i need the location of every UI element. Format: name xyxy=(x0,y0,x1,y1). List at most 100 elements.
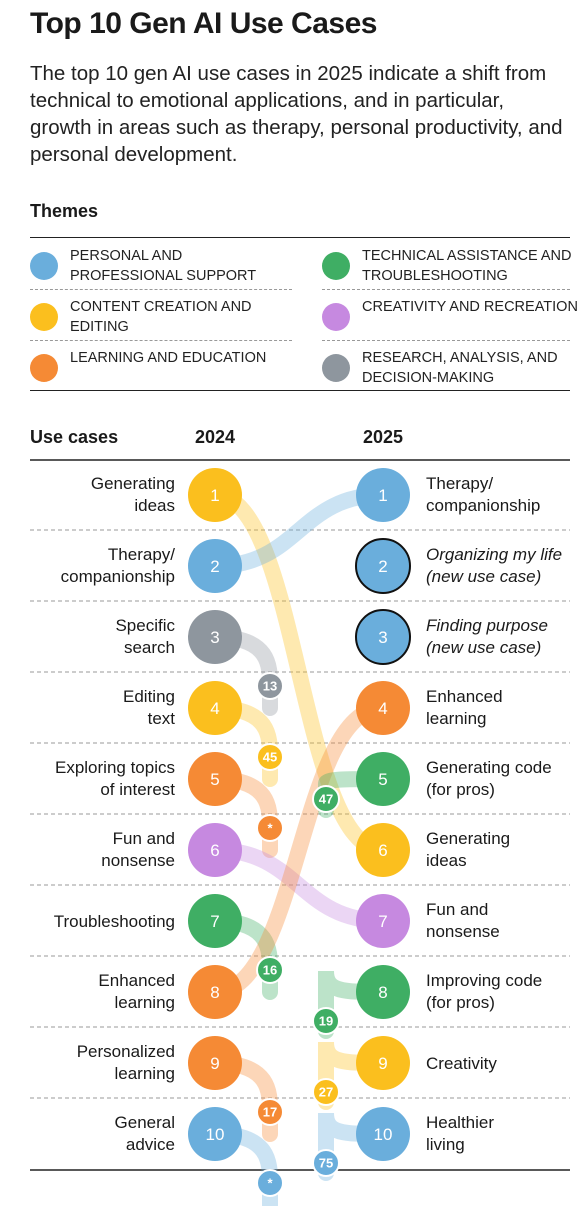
use-cases-slope-chart: Use cases 2024 20251345*1617*471927751Gene… xyxy=(30,427,570,1206)
rank-2025-badge-4 xyxy=(256,743,284,771)
legend-label-research: Research, analysis, and decision-making xyxy=(362,350,558,386)
use-case-2024-label: Editing xyxy=(123,687,175,706)
legend-label-personal: Personal and professional support xyxy=(70,248,257,284)
use-case-2025-label: Fun and xyxy=(426,900,488,919)
use-case-2025-label: (new use case) xyxy=(426,638,541,657)
rank-2025-circle-3 xyxy=(355,609,411,665)
legend-item-research: Research, analysis, and decision-making xyxy=(322,342,584,392)
rank-2025-circle-2 xyxy=(355,538,411,594)
rank-2024-circle-10 xyxy=(188,1107,242,1161)
rank-2025-number-9: 9 xyxy=(378,1054,387,1073)
rank-2024-circle-3 xyxy=(188,610,242,664)
use-case-2025-label: Generating xyxy=(426,829,510,848)
rank-2025-badge-label-3: 13 xyxy=(263,679,277,694)
rank-2025-badge-label-10: * xyxy=(267,1176,273,1191)
rank-2025-badge-label-4: 45 xyxy=(263,750,277,765)
rank-2025-number-4: 4 xyxy=(378,699,387,718)
rank-2024-badge-label-9: 27 xyxy=(319,1085,333,1100)
legend-dot-creativity xyxy=(322,303,350,331)
use-case-2024-label: General xyxy=(115,1113,175,1132)
rank-2024-circle-7 xyxy=(188,894,242,948)
legend-dot-research xyxy=(322,354,350,382)
use-case-2024-label: advice xyxy=(126,1135,175,1154)
rank-2024-circle-4 xyxy=(188,681,242,735)
use-case-2024-label: Fun and xyxy=(113,829,175,848)
rank-2025-badge-label-9: 17 xyxy=(263,1105,277,1120)
rank-2025-number-7: 7 xyxy=(378,912,387,931)
rank-2025-number-6: 6 xyxy=(378,841,387,860)
rank-2025-number-8: 8 xyxy=(378,983,387,1002)
rank-2024-badge-9 xyxy=(312,1078,340,1106)
legend-label-creativity: Creativity and recreation xyxy=(362,299,578,315)
legend-item-learning: Learning and education xyxy=(30,342,300,392)
use-case-2024-label: Enhanced xyxy=(98,971,175,990)
rank-2024-circle-5 xyxy=(188,752,242,806)
rank-2025-badge-5 xyxy=(256,814,284,842)
rank-2025-circle-4 xyxy=(356,681,410,735)
rank-2025-number-1: 1 xyxy=(378,486,387,505)
rank-2024-circle-9 xyxy=(188,1036,242,1090)
rank-2025-badge-7 xyxy=(256,956,284,984)
legend-separator xyxy=(30,289,292,290)
year-label-2024: 2024 xyxy=(195,427,235,447)
legend-item-creativity: Creativity and recreation xyxy=(322,291,584,341)
legend-dot-learning xyxy=(30,354,58,382)
rank-2024-circle-2 xyxy=(188,539,242,593)
rank-2024-number-1: 1 xyxy=(210,486,219,505)
rank-2024-badge-label-8: 19 xyxy=(319,1014,333,1029)
use-case-2025-label: Finding purpose xyxy=(426,616,548,635)
chart-marks: 1345*1617*471927751Generatingideas2Thera… xyxy=(54,468,562,1197)
rank-2025-circle-5 xyxy=(356,752,410,806)
year-label-2025: 2025 xyxy=(363,427,403,447)
legend-label-learning: Learning and education xyxy=(70,350,267,366)
legend-dot-personal xyxy=(30,252,58,280)
use-case-2025-label: Creativity xyxy=(426,1054,497,1073)
rank-2024-circle-1 xyxy=(188,468,242,522)
rank-2024-number-4: 4 xyxy=(210,699,219,718)
use-case-2024-label: learning xyxy=(115,993,176,1012)
themes-legend: Personal and professional support Technic… xyxy=(30,237,578,392)
legend-separator xyxy=(322,289,570,290)
rank-2024-number-5: 5 xyxy=(210,770,219,789)
flow-line-left-2 xyxy=(207,487,391,574)
rank-2025-circle-8 xyxy=(356,965,410,1019)
rank-2025-circle-9 xyxy=(356,1036,410,1090)
use-case-2025-label: Enhanced xyxy=(426,687,503,706)
rank-2024-number-10: 10 xyxy=(206,1125,225,1144)
rank-2025-number-2: 2 xyxy=(378,557,387,576)
page-title: Top 10 Gen AI Use Cases xyxy=(30,7,377,40)
legend-label-content: Content creation and editing xyxy=(70,299,252,335)
column-header: Use cases xyxy=(30,427,118,447)
flow-line-left-1 xyxy=(207,487,391,858)
legend-label-technical: Technical assistance and troubleshooting xyxy=(362,248,572,284)
rank-2024-badge-10 xyxy=(312,1149,340,1177)
rank-2024-number-3: 3 xyxy=(210,628,219,647)
legend-separator xyxy=(30,340,292,341)
rank-2024-number-9: 9 xyxy=(210,1054,219,1073)
legend-item-technical: Technical assistance and troubleshooting xyxy=(322,240,584,290)
rank-2024-number-2: 2 xyxy=(210,557,219,576)
rank-2024-badge-label-5: 47 xyxy=(319,792,333,807)
flow-line-left-6 xyxy=(207,842,391,929)
use-case-2025-label: (for pros) xyxy=(426,993,495,1012)
rank-2024-badge-label-10: 75 xyxy=(319,1156,333,1171)
rank-2025-circle-7 xyxy=(356,894,410,948)
rank-2025-badge-label-7: 16 xyxy=(263,963,277,978)
use-case-2025-label: Therapy/ xyxy=(426,474,493,493)
use-case-2024-label: text xyxy=(148,709,176,728)
legend-dot-technical xyxy=(322,252,350,280)
rank-2024-number-8: 8 xyxy=(210,983,219,1002)
legend-dot-content xyxy=(30,303,58,331)
page-subtitle: The top 10 gen AI use cases in 2025 indi… xyxy=(30,62,563,166)
rank-2024-badge-5 xyxy=(312,785,340,813)
use-case-2024-label: Generating xyxy=(91,474,175,493)
rank-2024-badge-8 xyxy=(312,1007,340,1035)
rank-2024-number-6: 6 xyxy=(210,841,219,860)
rank-2025-badge-3 xyxy=(256,672,284,700)
flow-line-left-8 xyxy=(207,700,391,1000)
legend-separator xyxy=(322,340,570,341)
rank-2025-circle-6 xyxy=(356,823,410,877)
use-case-2025-label: Organizing my life xyxy=(426,545,562,564)
legend-item-content: Content creation and editing xyxy=(30,291,300,341)
rank-2024-circle-6 xyxy=(188,823,242,877)
